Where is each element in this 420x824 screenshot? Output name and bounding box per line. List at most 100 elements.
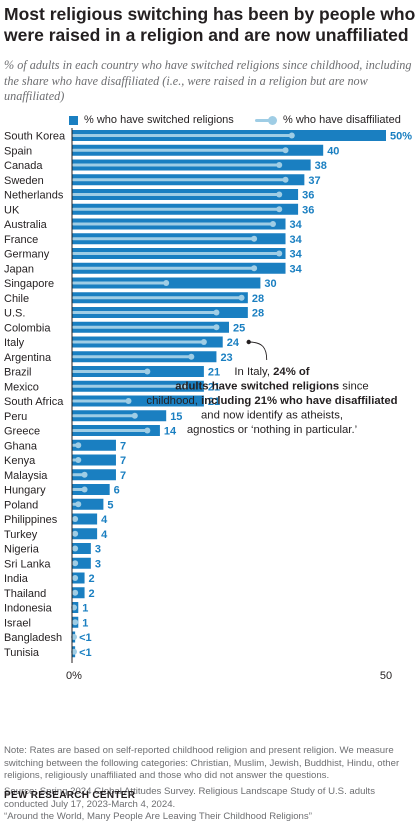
legend-disaffiliated-marker	[255, 115, 277, 125]
line-disaffiliated-canada	[72, 163, 280, 167]
value-label-uk: 36	[302, 204, 314, 216]
bar-switched-south-africa	[72, 395, 204, 407]
value-label-bangladesh: <1	[79, 632, 92, 644]
value-label-germany: 34	[290, 249, 303, 261]
dot-disaffiliated-south-africa	[125, 398, 132, 404]
line-disaffiliated-argentina	[72, 355, 192, 359]
line-disaffiliated-malaysia	[72, 473, 85, 477]
value-label-malaysia: 7	[120, 470, 126, 482]
value-label-u-s: 28	[252, 308, 264, 320]
dot-disaffiliated-thailand	[72, 589, 79, 596]
report-title: “Around the World, Many People Are Leavi…	[4, 811, 312, 822]
line-disaffiliated-peru	[72, 414, 135, 418]
chart-source: Source: Spring 2024 Global Attitudes Sur…	[4, 786, 375, 810]
dot-disaffiliated-philippines	[72, 516, 79, 522]
bar-switched-india	[72, 572, 85, 584]
category-label-colombia: Colombia	[4, 322, 51, 334]
line-disaffiliated-japan	[72, 266, 255, 270]
value-label-philippines: 4	[101, 514, 108, 526]
value-label-greece: 14	[164, 426, 177, 438]
value-label-india: 2	[89, 573, 95, 585]
category-label-japan: Japan	[4, 263, 34, 275]
category-label-kenya: Kenya	[4, 455, 36, 467]
tick-label-0: 0%	[66, 670, 82, 682]
line-disaffiliated-brazil	[72, 370, 148, 373]
value-label-canada: 38	[315, 160, 327, 172]
dot-disaffiliated-france	[251, 235, 258, 242]
bar-switched-kenya	[72, 454, 116, 466]
dot-disaffiliated-sri-lanka	[72, 560, 79, 567]
dot-disaffiliated-australia	[269, 221, 276, 227]
category-label-philippines: Philippines	[4, 514, 58, 526]
bar-switched-ghana	[72, 439, 116, 451]
dot-disaffiliated-sweden	[282, 176, 289, 183]
dot-disaffiliated-greece	[144, 427, 151, 434]
legend-switched-label: % who have switched religions	[84, 114, 234, 126]
category-label-u-s: U.S.	[4, 308, 25, 320]
value-label-netherlands: 36	[302, 190, 314, 202]
category-label-germany: Germany	[4, 249, 50, 261]
legend-disaffiliated-label: % who have disaffiliated	[283, 114, 401, 126]
category-label-chile: Chile	[4, 293, 29, 305]
value-label-chile: 28	[252, 293, 264, 305]
value-label-hungary: 6	[114, 485, 120, 497]
value-label-turkey: 4	[101, 529, 108, 541]
value-label-singapore: 30	[264, 278, 276, 290]
value-label-argentina: 23	[220, 352, 232, 364]
line-disaffiliated-south-africa	[72, 399, 129, 403]
value-label-japan: 34	[290, 263, 303, 275]
category-label-greece: Greece	[4, 426, 40, 438]
dot-disaffiliated-mexico	[182, 383, 189, 390]
dot-disaffiliated-south-korea	[288, 132, 295, 139]
annotation-text: In Italy, 24% of adults have switched rel…	[146, 366, 397, 436]
value-label-south-africa: 21	[208, 396, 220, 408]
value-label-indonesia: 1	[82, 603, 88, 615]
legend-disaffiliated: % who have disaffiliated	[255, 113, 401, 127]
value-label-france: 34	[290, 234, 303, 246]
value-label-poland: 5	[107, 499, 113, 511]
value-label-israel: 1	[82, 617, 88, 629]
dot-disaffiliated-uk	[276, 206, 283, 213]
dot-disaffiliated-kenya	[75, 457, 82, 463]
category-label-spain: Spain	[4, 145, 32, 157]
category-label-nigeria: Nigeria	[4, 544, 40, 556]
dot-disaffiliated-chile	[238, 294, 245, 301]
value-label-nigeria: 3	[95, 544, 101, 556]
bar-switched-nigeria	[72, 543, 91, 554]
line-disaffiliated-france	[72, 237, 255, 241]
bar-switched-hungary	[72, 484, 110, 495]
annotation-connector	[248, 341, 268, 361]
line-disaffiliated-netherlands	[72, 193, 280, 196]
category-label-sweden: Sweden	[4, 175, 44, 187]
line-disaffiliated-italy	[72, 340, 204, 344]
bar-switched-malaysia	[72, 469, 116, 481]
dot-disaffiliated-singapore	[163, 280, 170, 286]
dot-disaffiliated-argentina	[188, 353, 195, 360]
line-disaffiliated-chile	[72, 296, 242, 300]
category-label-ghana: Ghana	[4, 440, 38, 452]
line-disaffiliated-hungary	[72, 488, 85, 491]
chart-subtitle: % of adults in each country who have swi…	[4, 58, 412, 103]
value-label-brazil: 21	[208, 367, 220, 379]
value-label-ghana: 7	[120, 440, 126, 452]
category-label-argentina: Argentina	[4, 352, 52, 364]
line-disaffiliated-greece	[72, 429, 148, 432]
dot-disaffiliated-peru	[131, 412, 138, 419]
category-label-brazil: Brazil	[4, 367, 32, 379]
category-label-bangladesh: Bangladesh	[4, 632, 62, 644]
line-disaffiliated-colombia	[72, 325, 217, 329]
pew-research-center-logo: PEW RESEARCH CENTER	[4, 790, 136, 801]
category-label-australia: Australia	[4, 219, 48, 231]
legend-switched: % who have switched religions	[69, 113, 234, 127]
category-label-south-korea: South Korea	[4, 131, 66, 143]
line-disaffiliated-u-s	[72, 311, 217, 314]
line-disaffiliated-mexico	[72, 384, 186, 388]
chart-title: Most religious switching has been by peo…	[4, 4, 416, 45]
category-label-peru: Peru	[4, 411, 27, 423]
dot-disaffiliated-germany	[276, 250, 283, 257]
value-label-australia: 34	[290, 219, 303, 231]
value-label-tunisia: <1	[79, 647, 92, 659]
value-label-spain: 40	[327, 145, 339, 157]
value-label-mexico: 21	[208, 381, 220, 393]
